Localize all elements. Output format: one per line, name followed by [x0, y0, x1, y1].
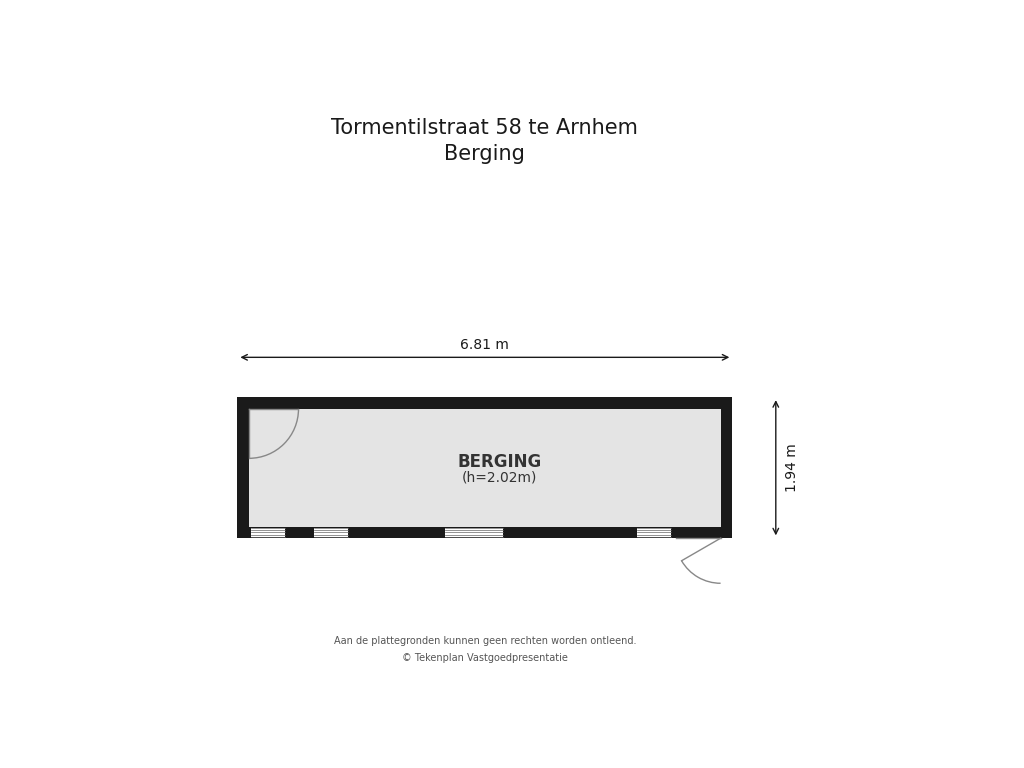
Bar [313, 528, 348, 537]
Text: 6.81 m: 6.81 m [461, 337, 509, 352]
Text: Aan de plattegronden kunnen geen rechten worden ontleend.: Aan de plattegronden kunnen geen rechten… [334, 636, 636, 646]
Text: © Tekenplan Vastgoedpresentatie: © Tekenplan Vastgoedpresentatie [401, 653, 567, 664]
Bar [444, 528, 503, 537]
Text: (h=2.02m): (h=2.02m) [462, 470, 537, 484]
Text: Berging: Berging [444, 144, 525, 164]
Text: Tormentilstraat 58 te Arnhem: Tormentilstraat 58 te Arnhem [332, 118, 638, 137]
Bar [249, 409, 721, 527]
Text: 1.94 m: 1.94 m [784, 443, 799, 492]
Bar [251, 528, 285, 537]
Text: BERGING: BERGING [458, 453, 542, 471]
Bar [637, 528, 671, 537]
Bar [238, 397, 732, 538]
